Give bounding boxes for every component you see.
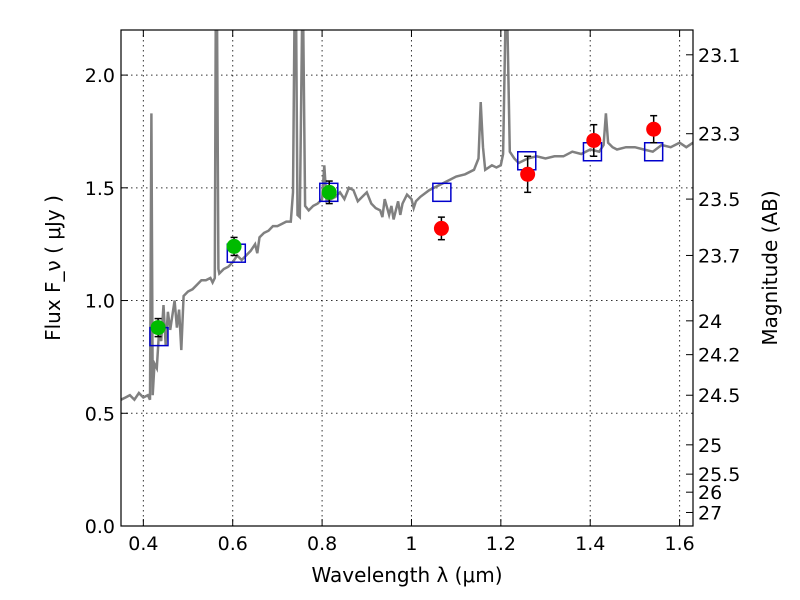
y-tick-label: 0.5 xyxy=(85,403,115,425)
right-tick-label: 23.7 xyxy=(698,245,740,267)
observed-point xyxy=(150,320,166,336)
x-tick-label: 0.6 xyxy=(218,533,248,555)
y-tick-label: 0.0 xyxy=(85,516,115,538)
x-tick-label: 1.6 xyxy=(664,533,694,555)
x-tick-label: 1 xyxy=(405,533,417,555)
observed-green-points xyxy=(150,180,337,338)
x-tick-label: 1.2 xyxy=(486,533,516,555)
axis-ticks xyxy=(121,30,693,527)
right-tick-label: 25 xyxy=(698,435,722,457)
right-tick-label: 24.2 xyxy=(698,345,740,367)
y-tick-labels: 0.0 0.5 1.0 1.5 2.0 xyxy=(85,65,115,538)
right-tick-label: 23.1 xyxy=(698,45,740,67)
plot-area xyxy=(121,30,693,402)
grid-lines xyxy=(121,30,693,527)
y-tick-label: 1.0 xyxy=(85,291,115,313)
observed-point xyxy=(433,220,449,236)
y-tick-label: 2.0 xyxy=(85,65,115,87)
observed-point xyxy=(321,184,337,200)
y-tick-label: 1.5 xyxy=(85,178,115,200)
right-tick-label: 25.5 xyxy=(698,464,740,486)
observed-point xyxy=(226,238,242,254)
right-tick-label: 24 xyxy=(698,311,722,333)
y-axis-label: Flux F_ν ( μJy ) xyxy=(41,195,65,341)
observed-point xyxy=(586,132,602,148)
spectrum-line xyxy=(121,30,693,402)
right-tick-label: 24.5 xyxy=(698,385,740,407)
x-tick-labels: 0.4 0.6 0.8 1 1.2 1.4 1.6 xyxy=(128,533,694,555)
observed-point xyxy=(646,121,662,137)
x-axis-label: Wavelength λ (μm) xyxy=(311,563,502,587)
observed-red-points xyxy=(433,114,662,241)
right-tick-label: 26 xyxy=(698,482,722,504)
right-tick-label: 23.5 xyxy=(698,189,740,211)
x-tick-label: 0.4 xyxy=(128,533,158,555)
model-square-marker xyxy=(432,182,452,203)
x-tick-label: 0.8 xyxy=(307,533,337,555)
y-axis-right-label: Magnitude (AB) xyxy=(758,190,782,345)
model-squares xyxy=(149,141,664,347)
x-tick-label: 1.4 xyxy=(575,533,605,555)
right-tick-label: 27 xyxy=(698,502,722,524)
right-tick-label: 23.3 xyxy=(698,124,740,146)
plot-frame xyxy=(120,29,694,527)
observed-point xyxy=(520,166,536,182)
